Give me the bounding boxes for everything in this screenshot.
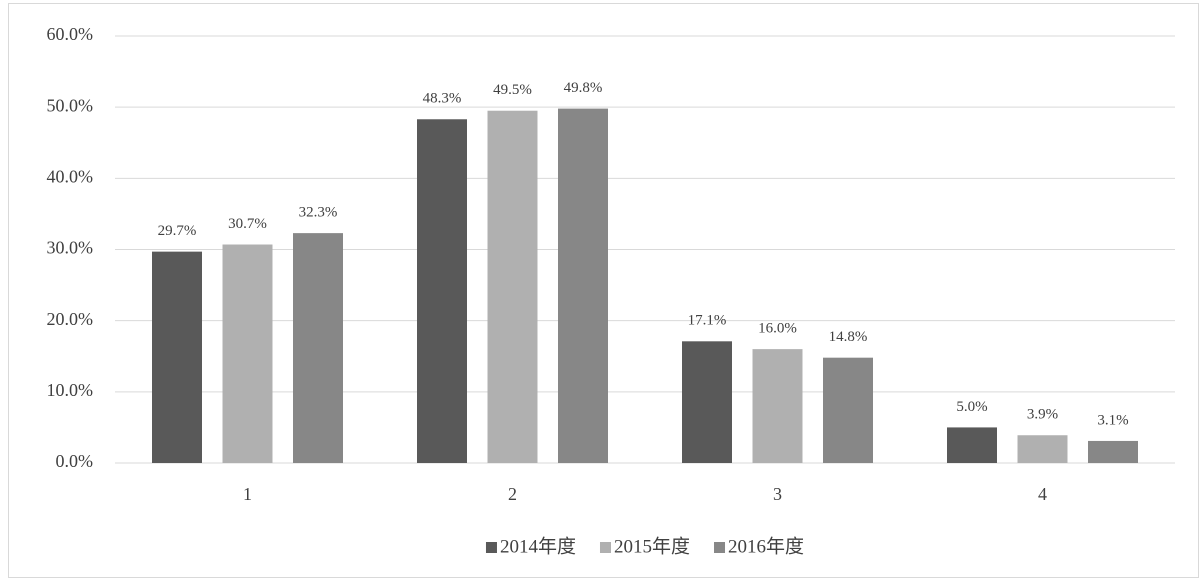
value-label: 29.7% <box>158 223 197 239</box>
value-label: 3.1% <box>1097 412 1128 428</box>
bar <box>558 108 608 463</box>
value-label: 16.0% <box>758 321 797 337</box>
value-label: 30.7% <box>228 216 267 232</box>
value-label: 48.3% <box>423 91 462 107</box>
y-tick-label: 40.0% <box>47 166 94 186</box>
legend-label: 2015年度 <box>614 535 690 557</box>
x-tick-label: 1 <box>243 484 252 504</box>
bar <box>152 251 202 463</box>
y-tick-label: 30.0% <box>47 238 94 258</box>
value-label: 14.8% <box>829 329 868 345</box>
bar <box>823 357 873 463</box>
value-label: 17.1% <box>688 313 727 329</box>
y-tick-label: 0.0% <box>56 451 94 471</box>
value-label: 49.8% <box>564 80 603 96</box>
bar <box>417 119 467 463</box>
legend-label: 2014年度 <box>500 535 576 557</box>
chart-frame <box>8 3 1199 578</box>
y-tick-label: 60.0% <box>47 24 94 44</box>
legend-swatch <box>599 542 611 553</box>
legend-swatch <box>485 542 497 553</box>
bar <box>487 110 538 463</box>
value-label: 49.5% <box>493 82 532 98</box>
value-label: 3.9% <box>1027 407 1058 423</box>
bar <box>947 427 997 463</box>
bar <box>682 341 732 463</box>
bar <box>222 244 273 463</box>
x-tick-label: 2 <box>508 484 517 504</box>
value-label: 32.3% <box>299 205 338 221</box>
y-tick-label: 50.0% <box>47 95 94 115</box>
bar <box>1017 435 1068 463</box>
legend-label: 2016年度 <box>728 535 804 557</box>
legend-swatch <box>714 542 726 553</box>
bar <box>1088 440 1138 463</box>
y-tick-label: 10.0% <box>47 380 94 400</box>
value-label: 5.0% <box>956 399 987 415</box>
x-tick-label: 3 <box>773 484 782 504</box>
y-tick-label: 20.0% <box>47 309 94 329</box>
x-tick-label: 4 <box>1038 484 1047 504</box>
bar <box>293 233 343 463</box>
bar <box>752 349 803 463</box>
